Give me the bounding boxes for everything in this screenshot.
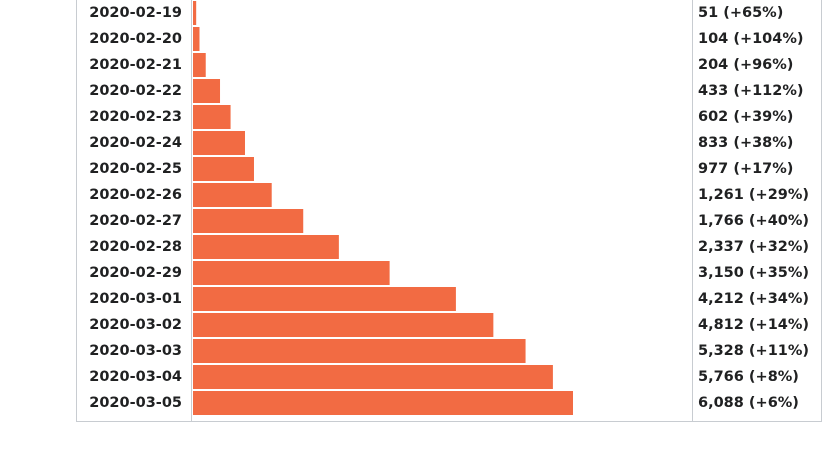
- bar: [193, 1, 197, 25]
- bar: [193, 157, 254, 181]
- value-label: 6,088 (+6%): [698, 395, 799, 411]
- bar: [193, 365, 553, 389]
- value-label: 3,150 (+35%): [698, 265, 809, 281]
- value-label: 977 (+17%): [698, 161, 793, 177]
- date-label: 2020-03-05: [89, 395, 182, 411]
- value-label: 51 (+65%): [698, 5, 783, 21]
- bar: [193, 287, 456, 311]
- bar: [193, 79, 221, 103]
- date-label: 2020-02-25: [89, 161, 182, 177]
- date-label: 2020-02-28: [89, 239, 182, 255]
- date-label: 2020-03-03: [89, 343, 182, 359]
- value-label: 1,766 (+40%): [698, 213, 809, 229]
- bar: [193, 235, 339, 259]
- date-label: 2020-02-23: [89, 109, 182, 125]
- bar: [193, 339, 526, 363]
- date-label: 2020-03-01: [89, 291, 182, 307]
- value-label: 1,261 (+29%): [698, 187, 809, 203]
- value-label: 5,766 (+8%): [698, 369, 799, 385]
- bar: [193, 261, 390, 285]
- value-label: 4,212 (+34%): [698, 291, 809, 307]
- value-label: 204 (+96%): [698, 57, 793, 73]
- value-label: 2,337 (+32%): [698, 239, 809, 255]
- date-label: 2020-02-26: [89, 187, 182, 203]
- value-label: 5,328 (+11%): [698, 343, 809, 359]
- date-label: 2020-02-27: [89, 213, 182, 229]
- date-label: 2020-02-21: [89, 57, 182, 73]
- bar: [193, 209, 304, 233]
- date-label: 2020-03-02: [89, 317, 182, 333]
- date-label: 2020-02-20: [89, 31, 182, 47]
- value-label: 433 (+112%): [698, 83, 804, 99]
- bar: [193, 53, 206, 77]
- bar: [193, 183, 272, 207]
- value-label: 4,812 (+14%): [698, 317, 809, 333]
- date-label: 2020-02-24: [89, 135, 182, 151]
- date-label: 2020-03-04: [89, 369, 182, 385]
- date-label: 2020-02-22: [89, 83, 182, 99]
- value-label: 104 (+104%): [698, 31, 804, 47]
- date-label: 2020-02-29: [89, 265, 182, 281]
- bar: [193, 391, 573, 415]
- bar: [193, 27, 200, 51]
- date-label: 2020-02-19: [89, 5, 182, 21]
- bar: [193, 105, 231, 129]
- table-border: [76, 0, 822, 422]
- value-label: 833 (+38%): [698, 135, 793, 151]
- bar: [193, 313, 494, 337]
- value-label: 602 (+39%): [698, 109, 793, 125]
- bar: [193, 131, 245, 155]
